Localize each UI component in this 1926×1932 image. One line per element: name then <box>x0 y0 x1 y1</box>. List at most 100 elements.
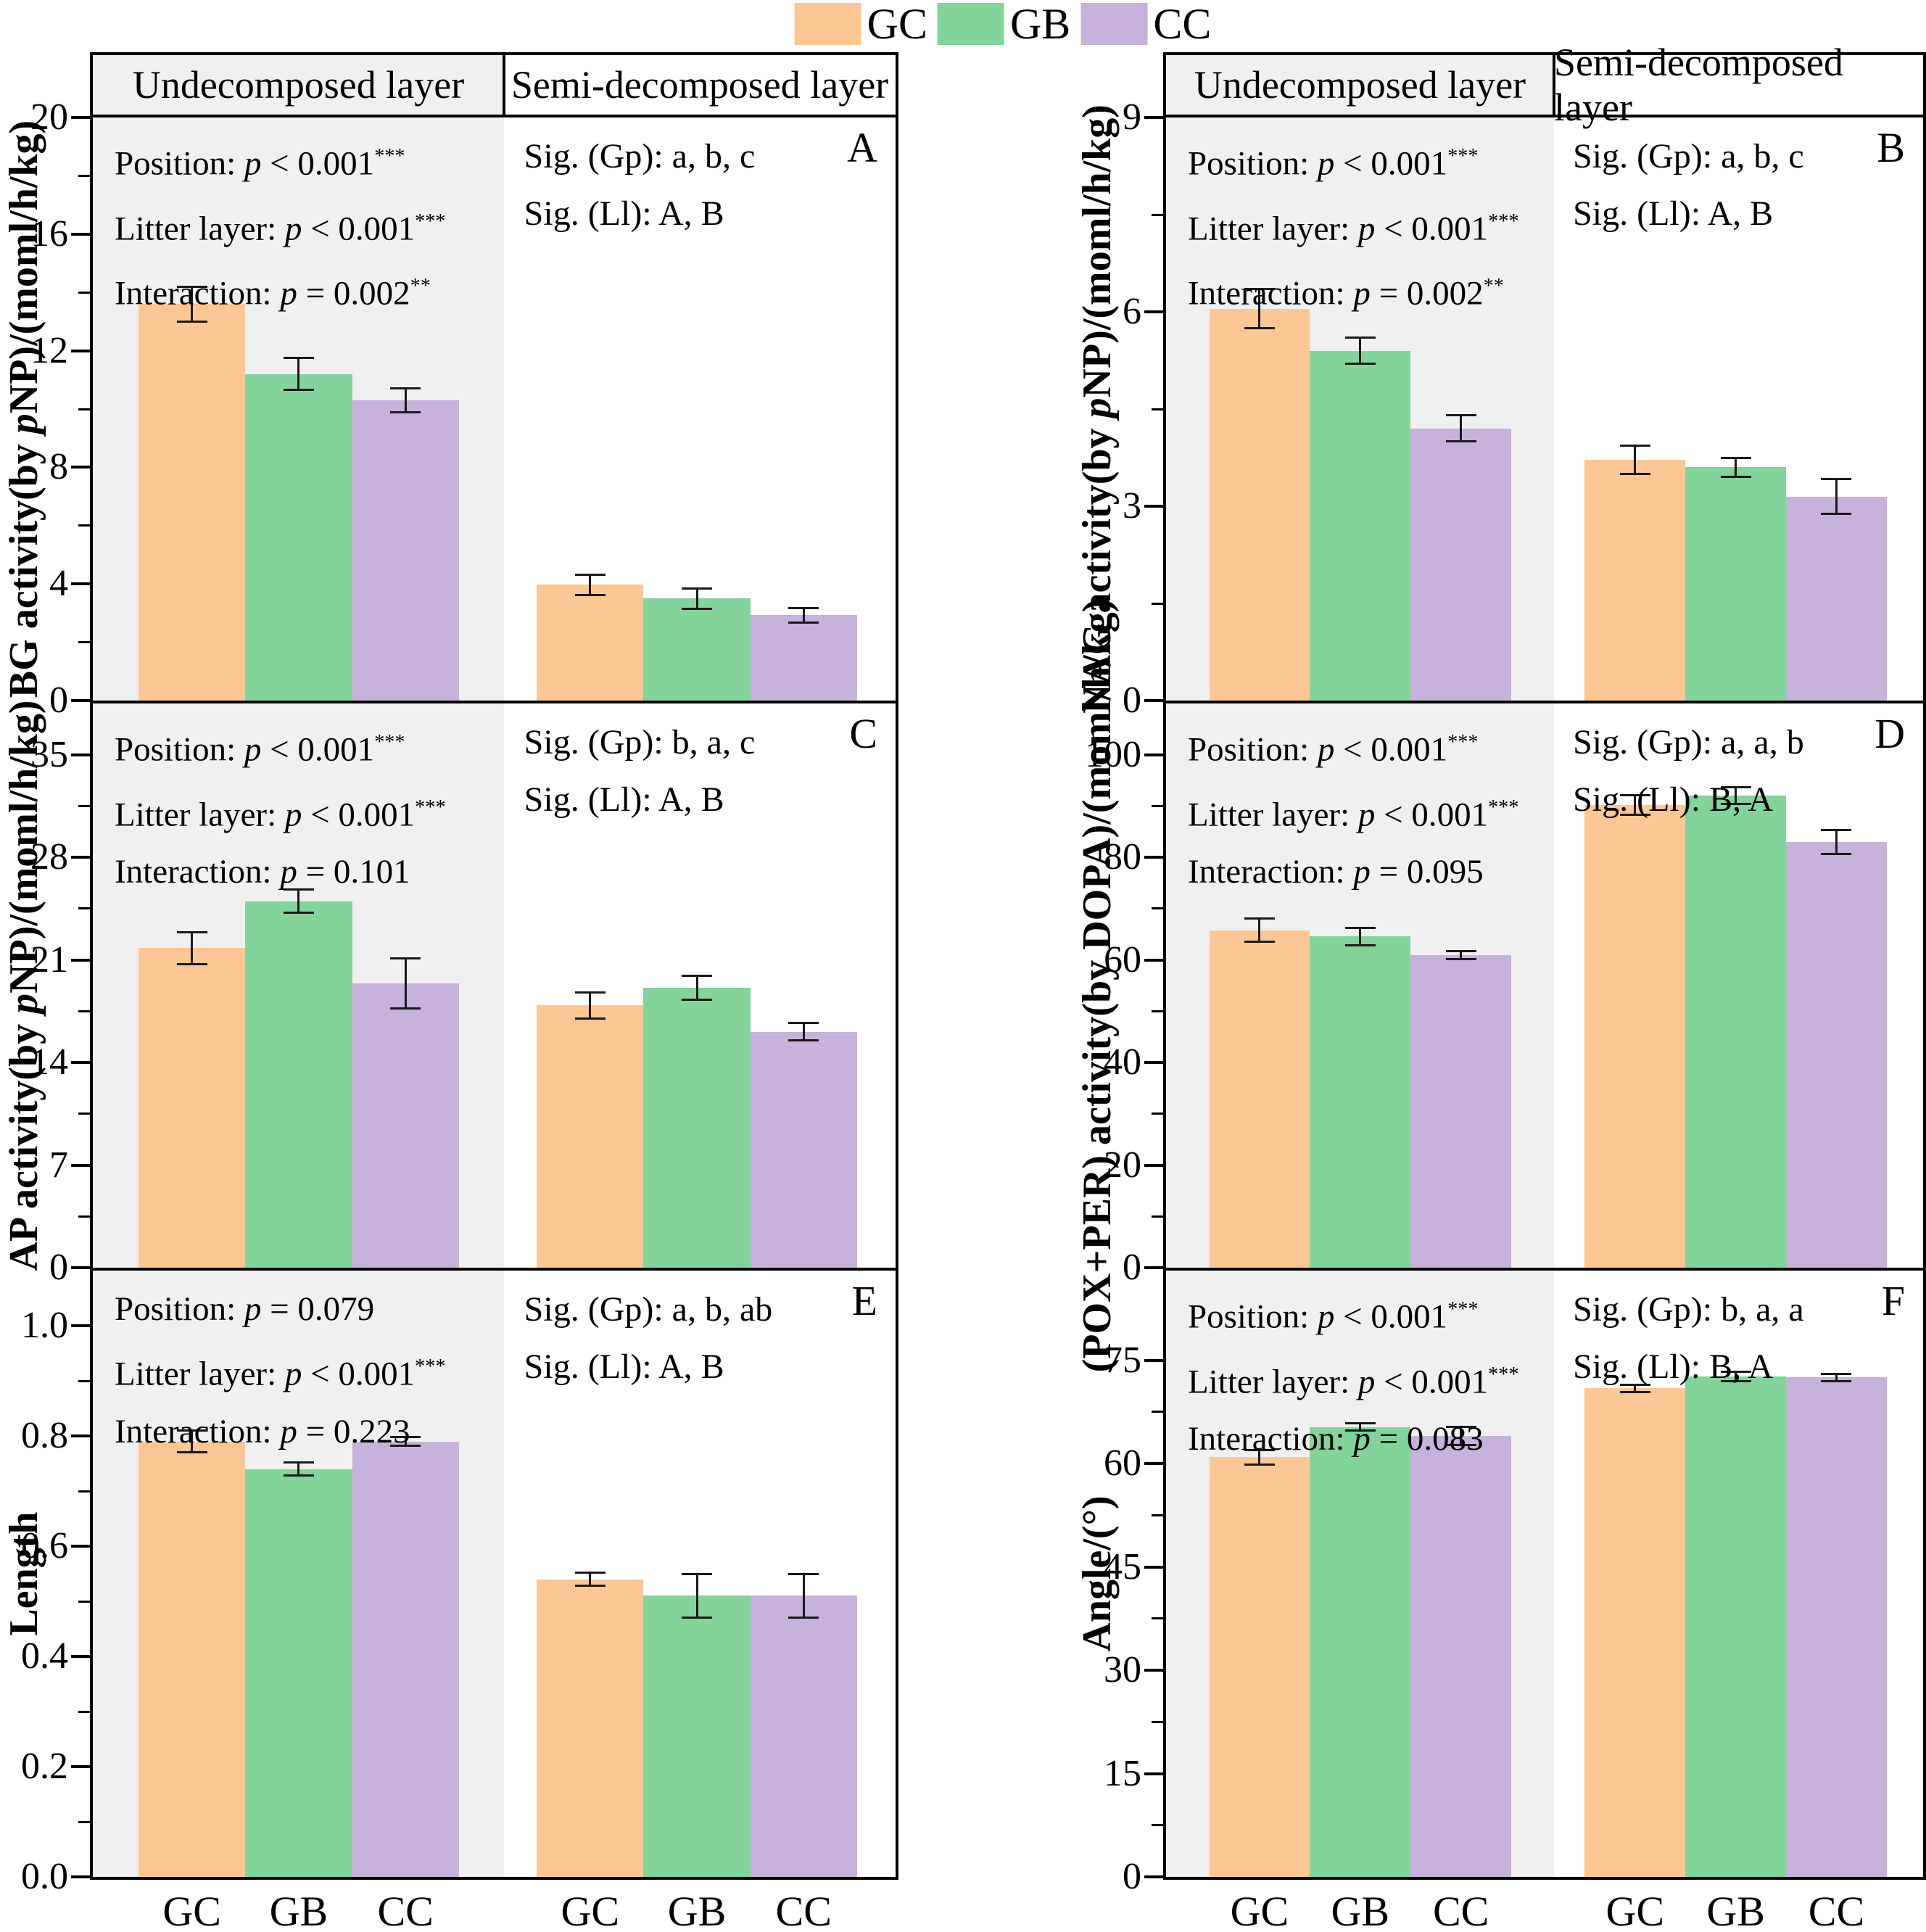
y-tick-label: 0 <box>1123 1856 1141 1897</box>
panel-letter-D: D <box>1875 710 1905 757</box>
y-tick <box>71 349 90 352</box>
error-bar-line <box>191 1430 194 1453</box>
bar-E-undec-gc <box>139 1441 246 1877</box>
error-bar-cap <box>176 963 207 966</box>
y-tick <box>71 232 90 236</box>
y-tick-label: 0.4 <box>21 1635 68 1677</box>
bar-C-undec-cc <box>352 983 459 1268</box>
error-bar-cap <box>176 320 207 323</box>
y-tick-label: 20 <box>1104 1144 1141 1186</box>
y-minor-tick <box>78 1600 90 1603</box>
y-tick <box>1144 1669 1163 1672</box>
error-bar-cap <box>1344 944 1376 946</box>
error-bar-cap <box>788 621 819 624</box>
error-bar-line <box>297 889 300 913</box>
sig-annotation-D: Sig. (Gp): a, a, b Sig. (Ll): B, A <box>1573 723 1804 819</box>
y-tick <box>71 1655 90 1658</box>
error-bar-cap <box>1720 1380 1751 1383</box>
error-bar-cap <box>1445 1426 1476 1429</box>
y-minor-tick <box>78 1710 90 1713</box>
y-tick <box>1144 1772 1163 1775</box>
x-category-label: CC <box>1808 1888 1865 1932</box>
error-bar-cap <box>390 387 421 390</box>
y-axis-label-F: Angle/(°) <box>1075 1495 1120 1652</box>
error-bar-line <box>1735 1371 1737 1382</box>
error-bar-cap <box>283 912 314 915</box>
y-tick <box>71 958 90 962</box>
error-bar-cap <box>574 1017 606 1020</box>
x-category-label: CC <box>775 1888 832 1932</box>
y-tick <box>1144 1266 1163 1269</box>
error-bar-cap <box>788 1572 819 1575</box>
y-tick-label: 0 <box>49 680 68 721</box>
panel-letter-A: A <box>847 124 877 171</box>
x-category-label: GB <box>1706 1888 1765 1932</box>
bar-F-semi-gb <box>1685 1376 1787 1877</box>
error-bar-cap <box>1344 337 1376 339</box>
error-bar-cap <box>1344 926 1376 929</box>
bar-D-undec-gc <box>1209 930 1310 1268</box>
bar-C-semi-gc <box>537 1005 644 1268</box>
y-minor-tick <box>1152 907 1163 910</box>
error-bar-cap <box>574 991 606 994</box>
bar-A-semi-gb <box>643 598 751 701</box>
error-bar-cap <box>283 357 314 360</box>
error-bar-line <box>1835 479 1838 514</box>
panel-letter-F: F <box>1881 1277 1905 1324</box>
y-minor-tick <box>1152 1617 1163 1620</box>
panel-letter-E: E <box>851 1277 877 1324</box>
error-bar-cap <box>1619 444 1650 447</box>
error-bar-line <box>1359 337 1362 364</box>
error-bar-cap <box>1445 1443 1476 1446</box>
error-bar-cap <box>390 1445 421 1448</box>
y-axis-label-A: BG activity(by pNP)/(moml/h/kg) <box>1 120 46 698</box>
bar-F-semi-gc <box>1584 1388 1686 1877</box>
error-bar-cap <box>574 1571 606 1574</box>
y-minor-tick <box>78 907 90 910</box>
y-tick-label: 0 <box>1123 680 1141 721</box>
error-bar-line <box>404 958 407 1009</box>
y-axis-label-E: Length <box>1 1511 46 1636</box>
bar-A-semi-cc <box>750 615 857 701</box>
error-bar-cap <box>1445 414 1476 417</box>
error-bar-cap <box>1720 1371 1751 1374</box>
error-bar-cap <box>574 1585 606 1588</box>
header-semi-decomposed: Semi-decomposed layer <box>1554 41 1923 129</box>
error-bar-line <box>404 388 407 413</box>
y-tick-label: 0.8 <box>21 1415 68 1456</box>
y-tick <box>1144 1462 1163 1465</box>
y-minor-tick <box>78 641 90 644</box>
legend: GC GB CC <box>794 0 1222 48</box>
y-tick <box>71 1545 90 1548</box>
error-bar-line <box>404 1437 407 1446</box>
y-tick <box>1144 699 1163 702</box>
x-category-label: GC <box>1230 1888 1289 1932</box>
error-bar-cap <box>682 1572 713 1575</box>
y-tick <box>71 1434 90 1437</box>
y-tick-label: 0.6 <box>21 1525 68 1566</box>
y-minor-tick <box>78 804 90 807</box>
sig-annotation-A: Sig. (Gp): a, b, c Sig. (Ll): A, B <box>524 137 756 233</box>
y-tick-label: 30 <box>1104 1649 1141 1690</box>
bar-D-undec-gb <box>1310 936 1411 1268</box>
stats-annotation-A: Position: p < 0.001*** Litter layer: p < … <box>115 144 446 313</box>
error-bar-cap <box>1619 1390 1650 1393</box>
x-category-label: GC <box>561 1888 620 1932</box>
bar-B-undec-gc <box>1209 308 1310 701</box>
error-bar-cap <box>1244 288 1275 291</box>
stats-annotation-D: Position: p < 0.001*** Litter layer: p < … <box>1188 730 1519 891</box>
y-tick <box>71 753 90 756</box>
error-bar-cap <box>788 1617 819 1619</box>
error-bar-line <box>1835 1374 1838 1381</box>
y-tick <box>1144 1875 1163 1878</box>
error-bar-line <box>297 358 300 390</box>
error-bar-cap <box>1821 513 1852 516</box>
error-bar-cap <box>390 957 421 960</box>
legend-label-gb: GB <box>1009 0 1071 48</box>
error-bar-line <box>589 992 592 1019</box>
error-bar-cap <box>1244 1464 1275 1466</box>
error-bar-line <box>1460 415 1463 442</box>
y-minor-tick <box>78 174 90 177</box>
bar-C-semi-cc <box>750 1031 857 1268</box>
